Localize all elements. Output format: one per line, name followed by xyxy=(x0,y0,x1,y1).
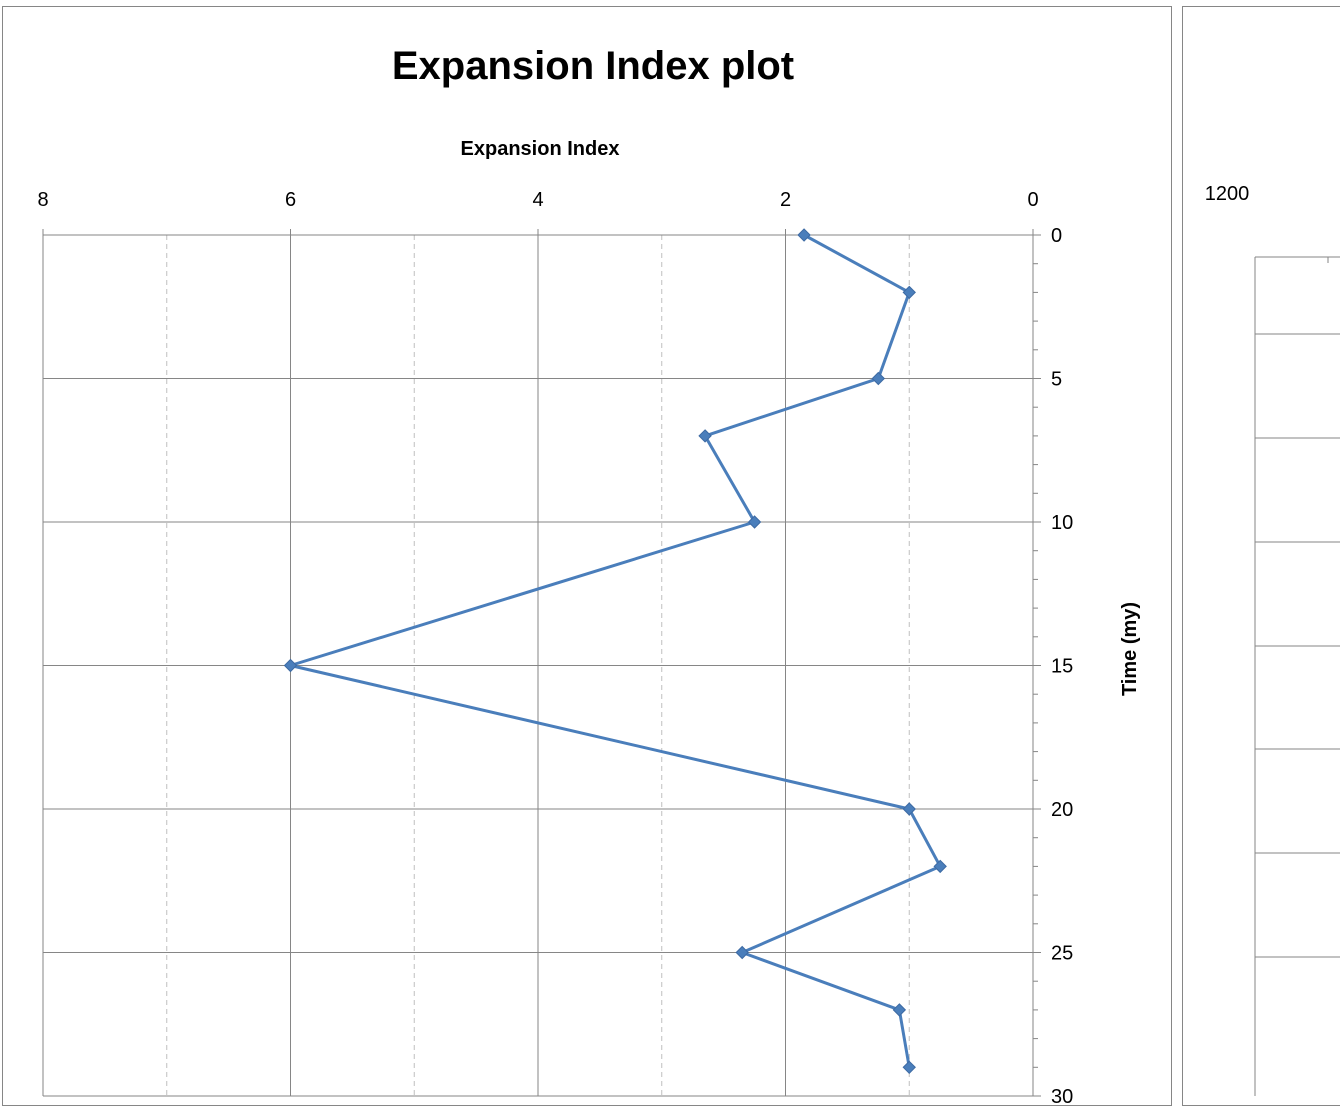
y-tick-label: 5 xyxy=(1051,369,1062,391)
x-tick-label: 2 xyxy=(780,189,791,211)
y-tick-label: 20 xyxy=(1051,799,1073,821)
chart-panel-expansion-index: Expansion Index plot Expansion Index Tim… xyxy=(2,6,1172,1107)
chart-panel-secondary: 1200 xyxy=(1182,6,1340,1106)
y-tick-label: 10 xyxy=(1051,512,1073,534)
y-tick-label: 30 xyxy=(1051,1086,1073,1107)
x-tick-label: 0 xyxy=(1027,189,1038,211)
chart-title: Expansion Index plot xyxy=(392,44,794,88)
data-point xyxy=(698,429,712,443)
series-expansion-index xyxy=(283,228,947,1075)
data-point xyxy=(902,802,916,816)
x-tick-label: 8 xyxy=(37,189,48,211)
x-axis-title: Expansion Index xyxy=(461,138,620,160)
expansion-index-chart: Expansion Index plot Expansion Index Tim… xyxy=(37,44,1141,1107)
data-point xyxy=(902,285,916,300)
plot-area xyxy=(1254,256,1340,1096)
y-tick-label: 15 xyxy=(1051,656,1073,678)
data-point xyxy=(283,658,298,673)
data-point xyxy=(902,1060,916,1075)
data-point xyxy=(933,859,947,874)
data-point xyxy=(735,945,749,960)
data-point xyxy=(892,1003,907,1017)
series-line xyxy=(289,233,942,1068)
x-tick-label: 1200 xyxy=(1205,183,1250,205)
data-point xyxy=(747,515,762,529)
x-tick-label: 4 xyxy=(532,189,543,211)
x-tick-label: 6 xyxy=(285,189,296,211)
y-tick-label: 25 xyxy=(1051,943,1073,965)
secondary-chart: 1200 xyxy=(1205,183,1340,1096)
data-point xyxy=(797,228,811,242)
y-tick-labels: 0 5 10 15 20 25 30 xyxy=(1051,225,1073,1107)
y-tick-label: 0 xyxy=(1051,225,1062,247)
x-tick-labels: 8 6 4 2 0 xyxy=(37,189,1038,211)
data-point xyxy=(871,371,886,386)
y-axis-title: Time (my) xyxy=(1119,602,1141,696)
axes xyxy=(42,229,1041,1097)
